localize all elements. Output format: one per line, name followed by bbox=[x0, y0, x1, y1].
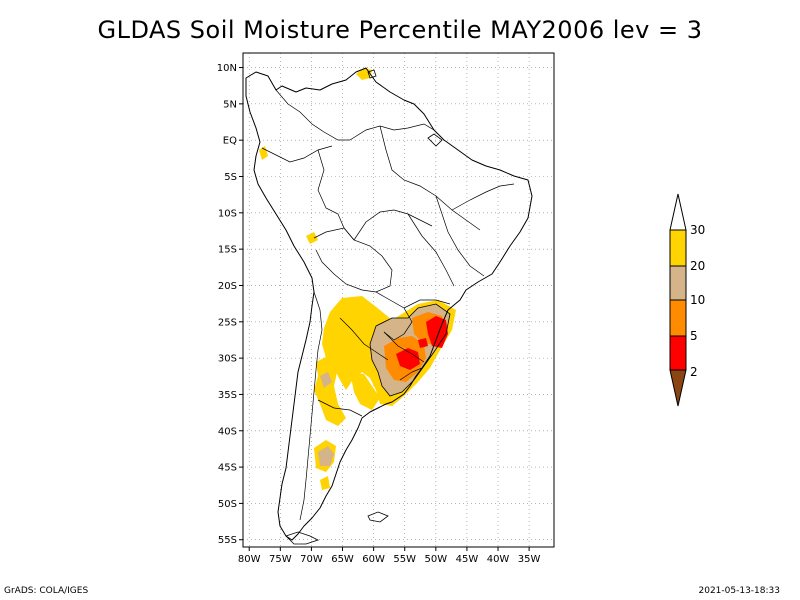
coastline bbox=[245, 67, 533, 541]
lat-tick-label: 40S bbox=[218, 426, 237, 437]
plot-background bbox=[243, 53, 554, 547]
legend-colorbar: 30 20 10 5 2 bbox=[669, 193, 705, 407]
border-argentina-provinces bbox=[339, 317, 389, 361]
lon-tick-label: 45W bbox=[456, 554, 479, 565]
lat-tick-label: 50S bbox=[218, 499, 237, 510]
legend-swatch-10-20 bbox=[669, 265, 687, 301]
lon-tick-label: 75W bbox=[269, 554, 292, 565]
border-paraguay bbox=[375, 291, 413, 341]
country-borders bbox=[261, 89, 515, 521]
lat-tick-label: 30S bbox=[218, 354, 237, 365]
lat-tick-label: 10N bbox=[217, 63, 237, 74]
region-20-30-bolivia bbox=[306, 232, 318, 244]
tierra-del-fuego bbox=[285, 531, 320, 545]
border-colombia-venezuela bbox=[275, 89, 350, 141]
border-colombia-peru bbox=[261, 145, 333, 163]
border-bolivia-brazil bbox=[353, 209, 433, 241]
border-brazil-south bbox=[403, 299, 451, 309]
lon-tick-label: 50W bbox=[425, 554, 448, 565]
footer-timestamp: 2021-05-13-18:33 bbox=[698, 586, 781, 596]
contour-southern-brazil bbox=[369, 303, 451, 397]
lat-tick-labels: 10N 5N EQ 5S 10S 15S 20S 25S 30S 35S 40S 45S 50S 55S bbox=[217, 63, 243, 546]
region-2-5-rio-grande bbox=[396, 348, 420, 370]
contour-lines bbox=[369, 303, 451, 397]
region-2-5-patch bbox=[418, 338, 428, 348]
border-brazil-states-north bbox=[379, 125, 481, 231]
lon-tick-label: 80W bbox=[238, 554, 261, 565]
trinidad bbox=[367, 69, 377, 79]
lon-tick-label: 70W bbox=[300, 554, 323, 565]
falkland-islands bbox=[367, 511, 389, 523]
lon-tick-label: 40W bbox=[487, 554, 510, 565]
legend-label-10: 10 bbox=[690, 293, 705, 307]
lat-tick-label: 20S bbox=[218, 281, 237, 292]
legend-swatch-2-5 bbox=[669, 335, 687, 371]
lat-tick-label: 10S bbox=[218, 208, 237, 219]
lat-tick-label: 25S bbox=[218, 317, 237, 328]
lon-tick-labels: 80W 75W 70W 65W 60W 55W 50W 45W 40W 35W bbox=[238, 547, 541, 565]
border-guianas bbox=[349, 123, 435, 141]
lon-tick-label: 65W bbox=[331, 554, 354, 565]
lon-tick-label: 55W bbox=[393, 554, 416, 565]
lat-tick-label: 35S bbox=[218, 390, 237, 401]
legend-swatch-5-10 bbox=[669, 299, 687, 337]
plot-frame bbox=[242, 52, 555, 548]
legend-label-20: 20 bbox=[690, 259, 705, 273]
legend-swatch-above-30 bbox=[669, 193, 687, 231]
south-america-outline bbox=[245, 67, 533, 541]
lon-tick-label: 35W bbox=[518, 554, 541, 565]
lat-tick-label: 5N bbox=[223, 99, 237, 110]
lat-tick-label: 45S bbox=[218, 463, 237, 474]
lon-tick-label: 60W bbox=[362, 554, 385, 565]
region-20-30-patagonia-south bbox=[320, 476, 330, 490]
legend-label-5: 5 bbox=[690, 329, 698, 343]
border-brazil-central bbox=[407, 213, 455, 287]
legend-label-30: 30 bbox=[690, 223, 705, 237]
legend-swatch-20-30 bbox=[669, 229, 687, 267]
islands bbox=[285, 69, 443, 545]
border-uruguay bbox=[399, 367, 423, 381]
footer-credit: GrADS: COLA/IGES bbox=[4, 586, 89, 596]
border-bolivia bbox=[313, 227, 393, 293]
region-10-20-argentina bbox=[320, 372, 332, 388]
map-title: GLDAS Soil Moisture Percentile MAY2006 l… bbox=[97, 16, 703, 44]
border-argentina-south bbox=[317, 399, 363, 417]
border-argentina-brazil bbox=[383, 331, 425, 363]
region-10-20-patagonia bbox=[318, 446, 334, 466]
legend-label-2: 2 bbox=[690, 365, 698, 379]
region-20-30-argentina-central bbox=[350, 372, 380, 410]
border-brazil-states-east bbox=[435, 195, 485, 277]
lat-tick-label: 5S bbox=[224, 172, 237, 183]
border-brazil-mid bbox=[451, 183, 515, 211]
lat-tick-label: 15S bbox=[218, 245, 237, 256]
legend-swatch-below-2 bbox=[669, 369, 687, 407]
border-chile-argentina bbox=[299, 291, 323, 521]
marajo-island bbox=[427, 133, 443, 147]
lat-tick-label: EQ bbox=[223, 136, 237, 147]
lat-tick-label: 55S bbox=[218, 535, 237, 546]
